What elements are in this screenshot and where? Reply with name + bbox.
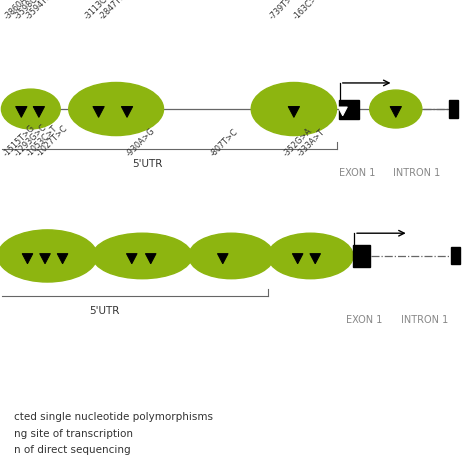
Polygon shape [390,107,401,118]
Ellipse shape [370,90,422,128]
Polygon shape [146,254,156,264]
Polygon shape [16,107,27,118]
Text: -1027T>C: -1027T>C [35,124,70,159]
Text: -1515T>G: -1515T>G [1,124,36,159]
Ellipse shape [1,89,60,129]
Polygon shape [57,254,68,264]
Polygon shape [288,107,300,118]
Polygon shape [33,107,45,118]
Polygon shape [310,254,320,264]
Text: cted single nucleotide polymorphisms: cted single nucleotide polymorphisms [14,412,213,422]
Polygon shape [127,254,137,264]
Polygon shape [40,254,50,264]
Ellipse shape [251,82,337,136]
Text: -3594T>G: -3594T>G [23,0,58,21]
Text: -3113G>A: -3113G>A [83,0,118,21]
Polygon shape [292,254,303,264]
Text: EXON 1: EXON 1 [346,315,383,325]
Polygon shape [218,254,228,264]
Text: -3598G>T: -3598G>T [13,0,48,21]
Text: INTRON 1: INTRON 1 [393,168,441,178]
Text: -739T>G: -739T>G [268,0,300,21]
Polygon shape [121,107,133,118]
Text: EXON 1: EXON 1 [339,168,375,178]
Bar [339,100,359,118]
Ellipse shape [69,82,164,136]
Ellipse shape [189,233,274,279]
Text: -807T>C: -807T>C [209,128,240,159]
Text: -163C>A: -163C>A [292,0,323,21]
Text: -1053C>T: -1053C>T [24,124,59,159]
Ellipse shape [268,233,353,279]
Text: -2847T>C: -2847T>C [97,0,132,21]
Text: n of direct sequencing: n of direct sequencing [14,445,131,455]
Bar [451,247,460,264]
Text: 5'UTR: 5'UTR [89,306,119,316]
Text: 5'UTR: 5'UTR [132,159,162,169]
Ellipse shape [0,230,97,282]
Bar [449,100,458,118]
Text: -352G>A: -352G>A [282,127,314,159]
Text: -1293G>C: -1293G>C [13,123,49,159]
Ellipse shape [92,233,192,279]
Bar [353,245,370,267]
Text: -3860A>A: -3860A>A [2,0,37,21]
Text: -930A>G: -930A>G [125,127,157,159]
Text: INTRON 1: INTRON 1 [401,315,448,325]
Text: ng site of transcription: ng site of transcription [14,429,133,439]
Text: -333A>T: -333A>T [295,128,326,159]
Polygon shape [93,107,104,118]
Polygon shape [338,107,347,116]
Polygon shape [22,254,33,264]
